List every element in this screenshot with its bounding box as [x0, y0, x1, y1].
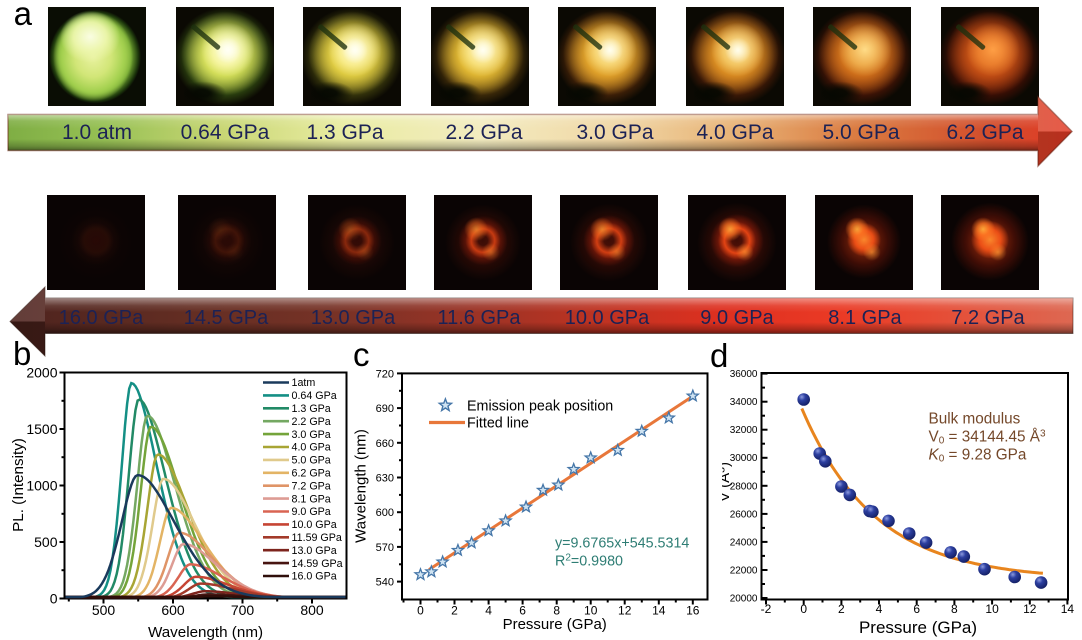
svg-text:2.2 GPa: 2.2 GPa — [292, 416, 331, 428]
svg-text:2: 2 — [451, 604, 458, 618]
svg-text:2000: 2000 — [26, 364, 57, 380]
svg-text:10: 10 — [985, 602, 999, 616]
svg-text:16.0 GPa: 16.0 GPa — [292, 571, 337, 583]
svg-text:14.59 GPa: 14.59 GPa — [292, 558, 343, 570]
svg-text:700: 700 — [231, 602, 255, 618]
svg-text:R2=0.9980: R2=0.9980 — [555, 553, 623, 570]
svg-text:Wavelength (nm): Wavelength (nm) — [148, 624, 263, 640]
svg-text:6: 6 — [519, 604, 526, 618]
svg-text:28000: 28000 — [730, 481, 758, 492]
svg-text:V0 = 34144.45 Å3: V0 = 34144.45 Å3 — [929, 429, 1046, 447]
svg-text:1atm: 1atm — [292, 377, 316, 389]
svg-text:0.64 GPa: 0.64 GPa — [292, 390, 337, 402]
svg-text:y=9.6765x+545.5314: y=9.6765x+545.5314 — [555, 536, 689, 552]
svg-text:10.0 GPa: 10.0 GPa — [292, 519, 337, 531]
svg-text:0: 0 — [50, 590, 58, 606]
svg-text:8.1 GPa: 8.1 GPa — [292, 493, 331, 505]
svg-text:690: 690 — [376, 403, 394, 415]
svg-text:22000: 22000 — [730, 566, 758, 577]
svg-text:12: 12 — [618, 604, 632, 618]
svg-text:11.59 GPa: 11.59 GPa — [292, 532, 342, 544]
svg-text:30000: 30000 — [730, 453, 758, 464]
svg-text:500: 500 — [92, 602, 116, 618]
svg-text:600: 600 — [376, 507, 394, 519]
svg-text:1000: 1000 — [26, 477, 57, 493]
svg-text:9.0 GPa: 9.0 GPa — [292, 506, 331, 518]
svg-text:1500: 1500 — [26, 421, 57, 437]
svg-text:8: 8 — [553, 604, 560, 618]
svg-text:34000: 34000 — [730, 397, 758, 408]
svg-text:36000: 36000 — [730, 369, 758, 380]
svg-text:570: 570 — [376, 542, 394, 554]
svg-text:Emission peak position: Emission peak position — [467, 399, 613, 415]
svg-text:14: 14 — [652, 604, 666, 618]
svg-text:1.3 GPa: 1.3 GPa — [292, 403, 331, 415]
svg-text:13.0 GPa: 13.0 GPa — [292, 545, 337, 557]
svg-text:V (Å3): V (Å3) — [722, 462, 733, 502]
svg-text:Bulk modulus: Bulk modulus — [929, 411, 1021, 428]
svg-text:4: 4 — [876, 602, 883, 616]
svg-text:K0 = 9.28 GPa: K0 = 9.28 GPa — [929, 447, 1027, 465]
svg-text:630: 630 — [376, 473, 394, 485]
svg-text:Fitted line: Fitted line — [467, 415, 529, 431]
svg-text:20000: 20000 — [730, 594, 758, 605]
svg-text:PL. (Intensity): PL. (Intensity) — [10, 438, 27, 532]
svg-text:24000: 24000 — [730, 537, 758, 548]
svg-text:12: 12 — [1023, 602, 1037, 616]
svg-text:500: 500 — [34, 534, 58, 550]
svg-text:600: 600 — [161, 602, 185, 618]
svg-text:720: 720 — [376, 368, 394, 380]
svg-text:5.0 GPa: 5.0 GPa — [292, 455, 331, 467]
svg-text:660: 660 — [376, 438, 394, 450]
svg-text:800: 800 — [300, 602, 324, 618]
svg-text:4.0 GPa: 4.0 GPa — [292, 442, 331, 454]
svg-text:8: 8 — [951, 602, 958, 616]
svg-text:10: 10 — [584, 604, 598, 618]
svg-text:2: 2 — [838, 602, 845, 616]
svg-text:26000: 26000 — [730, 509, 758, 520]
svg-text:0: 0 — [417, 604, 424, 618]
svg-text:Wavelength (nm): Wavelength (nm) — [353, 429, 370, 543]
svg-text:4: 4 — [485, 604, 492, 618]
svg-text:32000: 32000 — [730, 425, 758, 436]
svg-text:540: 540 — [376, 577, 394, 589]
svg-text:0: 0 — [800, 602, 807, 616]
svg-text:-2: -2 — [761, 602, 772, 616]
svg-text:16: 16 — [686, 604, 700, 618]
svg-text:6: 6 — [913, 602, 920, 616]
svg-text:7.2 GPa: 7.2 GPa — [292, 480, 331, 492]
svg-text:Pressure (GPa): Pressure (GPa) — [859, 618, 977, 637]
svg-text:3.0 GPa: 3.0 GPa — [292, 429, 331, 441]
svg-text:14: 14 — [1061, 602, 1075, 616]
svg-text:6.2 GPa: 6.2 GPa — [292, 468, 331, 480]
svg-text:Pressure (GPa): Pressure (GPa) — [503, 616, 607, 633]
